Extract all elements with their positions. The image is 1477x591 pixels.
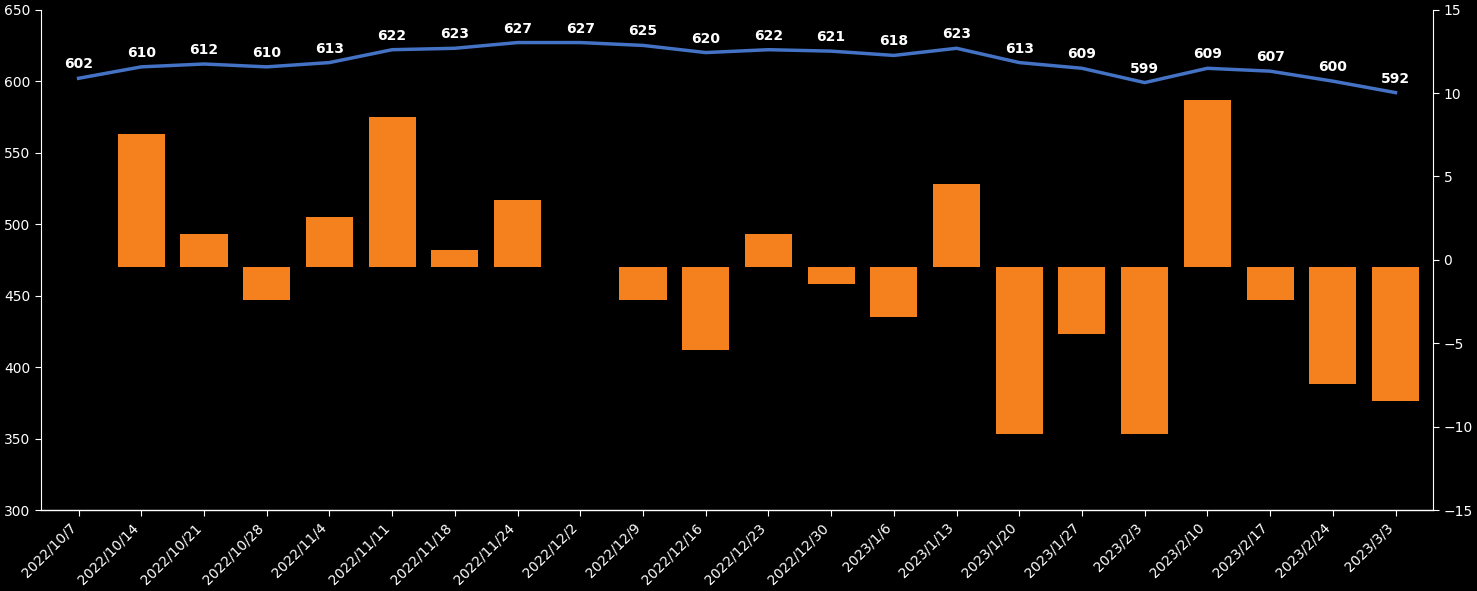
Bar — [306, 217, 353, 267]
Text: 609: 609 — [1193, 47, 1221, 61]
Text: 610: 610 — [253, 46, 281, 60]
Text: 627: 627 — [566, 22, 595, 35]
Text: 602: 602 — [64, 57, 93, 72]
Text: 592: 592 — [1381, 72, 1411, 86]
Text: 627: 627 — [504, 22, 532, 35]
Bar — [1247, 267, 1294, 300]
Bar — [493, 200, 541, 267]
Text: 623: 623 — [942, 27, 970, 41]
Text: 622: 622 — [753, 29, 783, 43]
Bar — [619, 267, 666, 300]
Text: 623: 623 — [440, 27, 470, 41]
Text: 610: 610 — [127, 46, 155, 60]
Bar — [1059, 267, 1105, 334]
Bar — [995, 267, 1043, 434]
Bar — [933, 184, 981, 267]
Bar — [180, 233, 227, 267]
Bar — [369, 117, 415, 267]
Text: 600: 600 — [1319, 60, 1347, 74]
Text: 607: 607 — [1255, 50, 1285, 64]
Bar — [1185, 100, 1230, 267]
Bar — [1372, 267, 1419, 401]
Text: 618: 618 — [879, 34, 908, 48]
Bar — [682, 267, 730, 350]
Bar — [808, 267, 855, 284]
Bar — [1121, 267, 1168, 434]
Text: 622: 622 — [378, 29, 406, 43]
Text: 613: 613 — [1004, 41, 1034, 56]
Bar — [744, 233, 792, 267]
Bar — [870, 267, 917, 317]
Text: 620: 620 — [691, 32, 721, 46]
Bar — [244, 267, 291, 300]
Text: 599: 599 — [1130, 61, 1159, 76]
Bar — [118, 134, 165, 267]
Text: 609: 609 — [1068, 47, 1096, 61]
Text: 612: 612 — [189, 43, 219, 57]
Text: 625: 625 — [628, 24, 657, 38]
Bar — [1309, 267, 1356, 384]
Bar — [431, 251, 479, 267]
Text: 613: 613 — [315, 41, 344, 56]
Text: 621: 621 — [817, 30, 846, 44]
